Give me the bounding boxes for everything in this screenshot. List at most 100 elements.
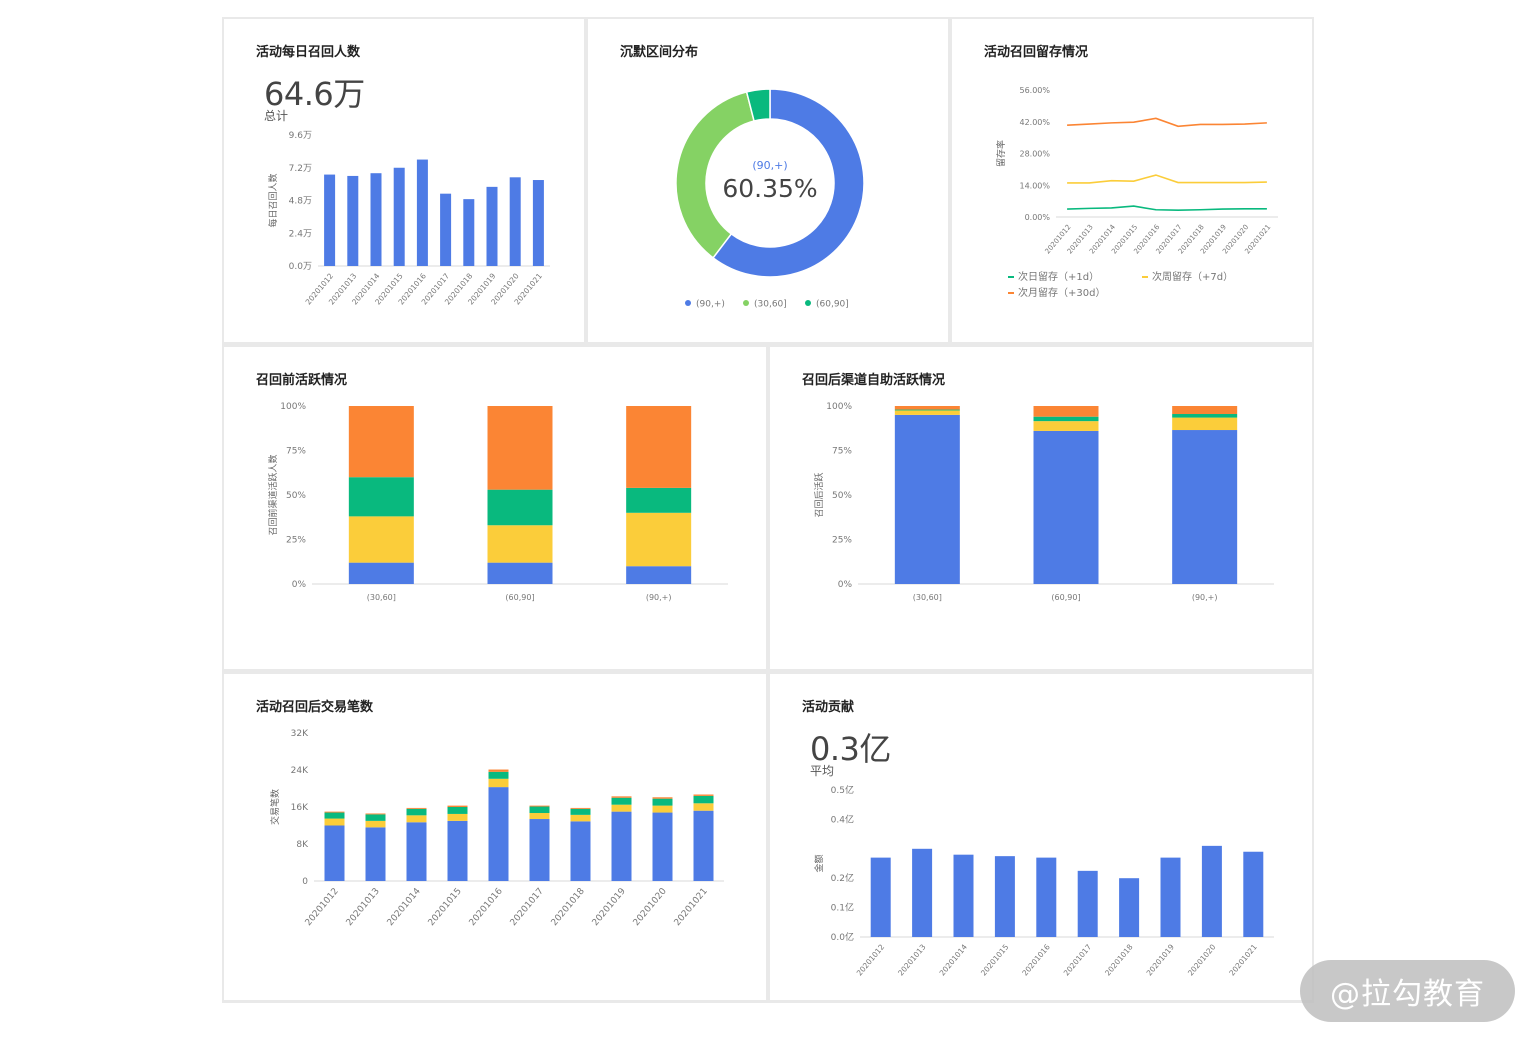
x-tick-label: 20201013 xyxy=(345,887,382,929)
bar-segment xyxy=(406,807,427,809)
bar-segment xyxy=(693,810,714,881)
bar-segment xyxy=(348,516,414,563)
x-tick-label: 20201020 xyxy=(632,886,669,928)
bar-segment xyxy=(652,797,673,799)
x-tick-label: (30,60] xyxy=(367,593,396,602)
bar-segment xyxy=(693,795,714,804)
bar-segment xyxy=(529,813,550,820)
y-tick-label: 0.4亿 xyxy=(831,813,854,825)
y-tick-label: 75% xyxy=(286,447,306,457)
bar-segment xyxy=(488,769,509,772)
y-tick-label: 42.00% xyxy=(1019,118,1050,127)
bar xyxy=(440,193,452,266)
bar xyxy=(1160,857,1181,937)
bar-segment xyxy=(447,820,468,881)
y-tick-label: 0.1亿 xyxy=(831,902,854,914)
donut-slice xyxy=(712,88,865,278)
bar-segment xyxy=(611,796,632,798)
bar-segment xyxy=(626,406,692,488)
bar-segment xyxy=(1172,414,1238,418)
bar-segment xyxy=(611,811,632,881)
y-axis-label: 留存率 xyxy=(995,140,1007,167)
x-tick-label: 20201012 xyxy=(855,942,887,977)
bar xyxy=(1119,878,1140,937)
legend-marker xyxy=(805,300,811,306)
kpi-value: 64.6万 xyxy=(264,75,365,113)
bar-segment xyxy=(693,803,714,811)
y-tick-label: 0.0亿 xyxy=(831,931,854,943)
bar-segment xyxy=(1033,430,1099,584)
legend-label: 次日留存（+1d） xyxy=(1018,270,1099,283)
bar xyxy=(347,175,359,266)
panel-title: 沉默区间分布 xyxy=(620,45,699,60)
bar-segment xyxy=(652,805,673,813)
y-tick-label: 14.00% xyxy=(1019,181,1050,190)
series-line xyxy=(1067,205,1267,211)
bar-segment xyxy=(487,489,553,526)
x-tick-label: 20201014 xyxy=(938,942,970,977)
bar-segment xyxy=(894,414,960,584)
y-tick-label: 50% xyxy=(832,491,852,501)
y-tick-label: 100% xyxy=(280,402,306,412)
y-tick-label: 0 xyxy=(302,877,308,887)
x-tick-label: 20201019 xyxy=(591,886,628,928)
y-tick-label: 4.8万 xyxy=(289,197,312,207)
panel-title: 活动召回留存情况 xyxy=(984,45,1089,60)
bar-segment xyxy=(365,813,386,815)
series-line xyxy=(1067,174,1267,184)
bar-segment xyxy=(570,807,591,809)
bar-segment xyxy=(1033,421,1099,431)
x-tick-label: (60,90] xyxy=(505,593,534,602)
bar-segment xyxy=(1172,430,1238,584)
bar-segment xyxy=(693,794,714,796)
panel-silence-distribution: 沉默区间分布 (90,+) 60.35% (90,+) (30,60] (60,90] xyxy=(588,19,948,342)
y-tick-label: 32K xyxy=(291,729,309,739)
x-tick-label: 20201014 xyxy=(386,886,423,928)
x-tick-label: 20201016 xyxy=(468,886,505,928)
y-axis-label: 交易笔数 xyxy=(269,789,281,825)
bar xyxy=(1243,851,1264,937)
y-tick-label: 7.2万 xyxy=(289,164,312,174)
bar xyxy=(994,856,1015,937)
bar-segment xyxy=(652,812,673,881)
y-tick-label: 0.5亿 xyxy=(831,784,854,796)
bar-segment xyxy=(406,822,427,881)
bar-segment xyxy=(365,814,386,821)
bar-segment xyxy=(406,815,427,823)
y-axis-label: 召回前渠道活跃人数 xyxy=(267,454,279,535)
y-tick-label: 0.0万 xyxy=(289,262,312,272)
bar-segment xyxy=(487,525,553,563)
bar-segment xyxy=(488,771,509,779)
x-tick-label: 20201019 xyxy=(1145,942,1177,977)
bar xyxy=(486,186,498,266)
series-line xyxy=(1067,117,1267,128)
bar-segment xyxy=(529,805,550,807)
x-tick-label: 20201020 xyxy=(1186,942,1218,977)
bar xyxy=(509,177,521,266)
bar-segment xyxy=(1172,406,1238,415)
panel-contribution: 活动贡献 0.3亿 平均 0.0亿 0.1亿 0.2亿 0.4亿 0.5亿 金额 20201… xyxy=(770,674,1312,1000)
bar-segment xyxy=(894,406,960,410)
bar-segment xyxy=(1033,416,1099,422)
y-axis-label: 每日召回人数 xyxy=(267,173,279,227)
y-tick-label: 24K xyxy=(291,766,309,776)
kpi-label: 总计 xyxy=(264,109,289,123)
legend-label: 次周留存（+7d） xyxy=(1152,270,1233,283)
y-tick-label: 56.00% xyxy=(1019,86,1050,95)
y-tick-label: 0% xyxy=(838,580,853,590)
x-tick-label: 20201021 xyxy=(673,887,710,929)
bar-segment xyxy=(348,562,414,584)
panel-title: 活动召回后交易笔数 xyxy=(256,700,374,715)
y-tick-label: 16K xyxy=(291,803,309,813)
bar-segment xyxy=(324,825,345,881)
x-tick-label: 20201015 xyxy=(427,887,464,929)
retention-line-chart: 0.00%14.00%28.00%42.00%56.00%留存率20201012… xyxy=(995,86,1278,299)
bar-segment xyxy=(570,808,591,815)
bar-segment xyxy=(348,406,414,478)
x-tick-label: 20201017 xyxy=(509,887,546,929)
bar xyxy=(393,167,405,266)
y-tick-label: 0.2亿 xyxy=(831,872,854,884)
legend-label: (60,90] xyxy=(816,300,849,310)
bar xyxy=(416,159,428,266)
